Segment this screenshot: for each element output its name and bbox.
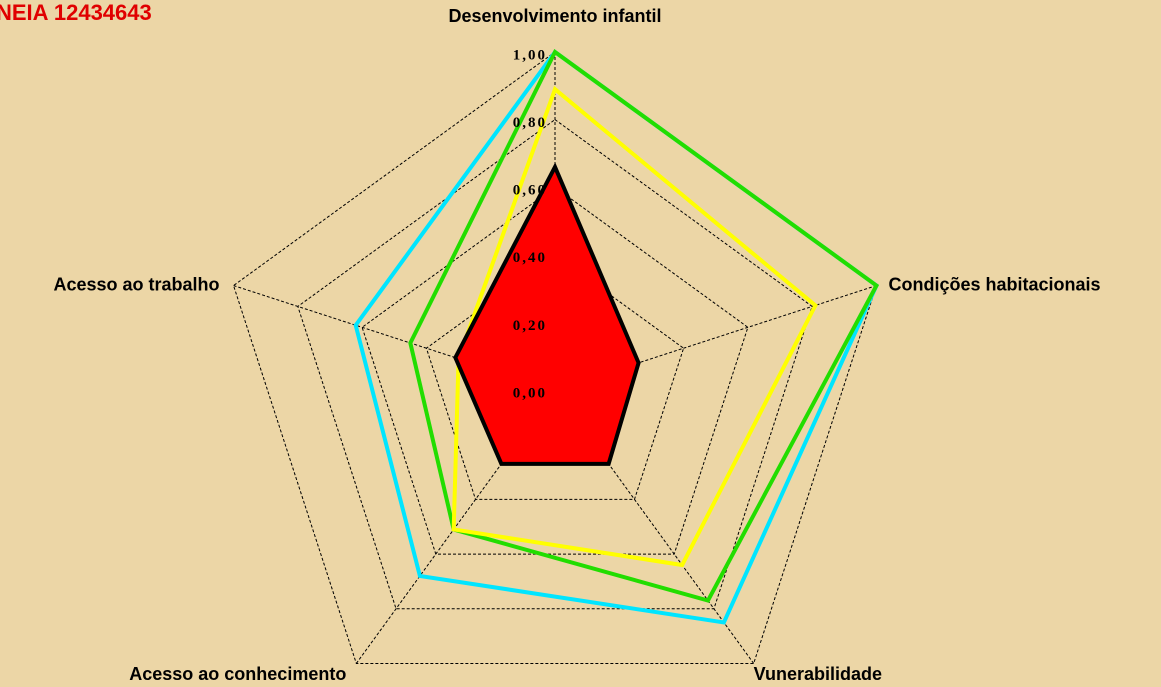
r-tick-label: 0,40 bbox=[513, 250, 547, 266]
series-line bbox=[451, 85, 818, 568]
grid-ring bbox=[425, 254, 685, 500]
chart-title: NEIA 12434643 bbox=[0, 0, 152, 25]
r-tick-label: 0,20 bbox=[513, 318, 547, 334]
series-line bbox=[408, 48, 880, 603]
category-label: Acesso ao trabalho bbox=[53, 274, 219, 294]
category-label: Vunerabilidade bbox=[754, 664, 882, 684]
category-label: Acesso ao conhecimento bbox=[129, 664, 346, 684]
category-label: Desenvolvimento infantil bbox=[448, 6, 661, 26]
r-tick-label: 0,00 bbox=[513, 385, 547, 401]
r-tick-label: 0,80 bbox=[513, 115, 547, 131]
grid-ring bbox=[361, 186, 749, 555]
series-area bbox=[453, 162, 641, 466]
category-label: Condições habitacionais bbox=[888, 274, 1100, 294]
r-tick-label: 1,00 bbox=[513, 47, 547, 63]
r-tick-label: 0,60 bbox=[513, 183, 547, 199]
